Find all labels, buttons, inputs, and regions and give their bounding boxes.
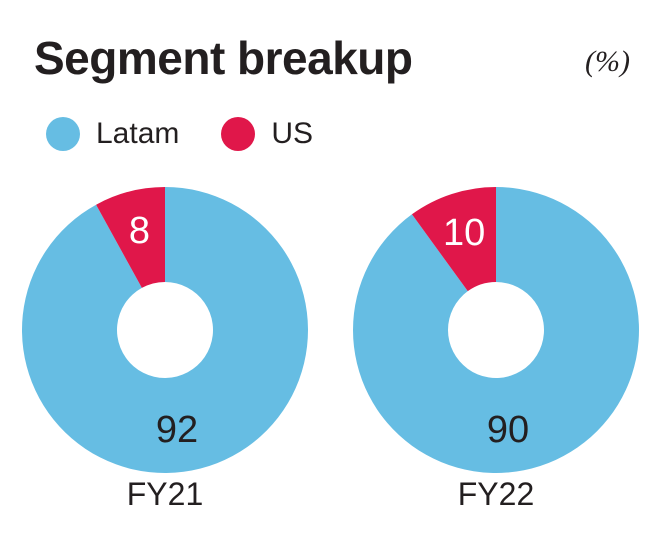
category-label-fy22: FY22 (458, 476, 534, 512)
slice-us-fy21 (96, 187, 165, 288)
legend-label-latam: Latam (96, 117, 180, 150)
slice-us-fy22 (411, 187, 496, 292)
category-label-fy21: FY21 (127, 476, 203, 512)
legend-swatch-latam (46, 117, 80, 151)
legend-label-us: US (271, 117, 314, 150)
unit-label: (%) (585, 45, 630, 78)
slice-label-us-fy22: 10 (443, 212, 485, 254)
slice-label-latam-fy21: 92 (156, 409, 198, 451)
legend-item-latam: Latam (46, 114, 179, 154)
slice-label-us-fy21: 8 (129, 210, 150, 252)
legend-swatch-us (221, 117, 256, 151)
slice-latam-fy21 (21, 187, 308, 474)
legend-item-us: US (221, 114, 313, 154)
slice-latam-fy22 (352, 187, 640, 473)
chart-title: Segment breakup (34, 32, 413, 84)
slice-label-latam-fy22: 90 (487, 409, 529, 451)
legend: Latam US (46, 114, 355, 154)
